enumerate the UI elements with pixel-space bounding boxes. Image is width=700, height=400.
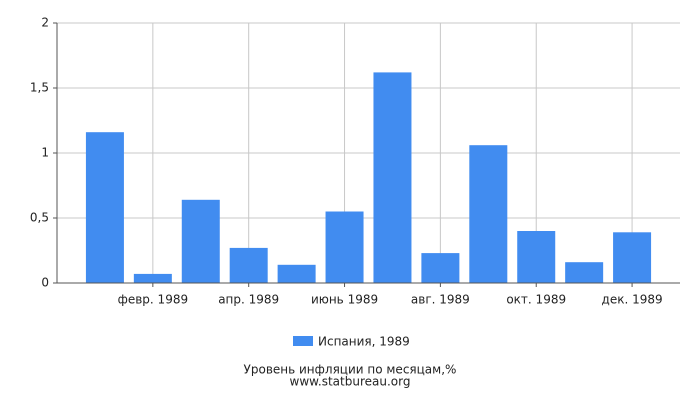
bar (421, 253, 460, 283)
bar (133, 273, 172, 283)
bar (181, 199, 220, 283)
bar (469, 145, 508, 283)
x-tick-label: дек. 1989 (602, 293, 663, 307)
chart-title: Уровень инфляции по месяцам,% (244, 363, 457, 377)
source: www.statbureau.org (290, 375, 411, 389)
bar (517, 231, 556, 283)
y-tick-label: 2 (41, 16, 49, 30)
bar (277, 264, 316, 283)
legend-label: Испания, 1989 (318, 335, 410, 349)
y-tick-label: 0,5 (30, 211, 49, 225)
y-tick-label: 1,5 (30, 81, 49, 95)
legend-swatch (293, 336, 313, 346)
bar (565, 262, 604, 283)
x-tick-label: апр. 1989 (218, 293, 279, 307)
bar (613, 232, 652, 283)
x-tick-label: июнь 1989 (311, 293, 378, 307)
bar (373, 72, 412, 284)
x-tick-label: февр. 1989 (118, 293, 189, 307)
y-tick-label: 0 (41, 276, 49, 290)
x-tick-label: авг. 1989 (411, 293, 470, 307)
y-tick-label: 1 (41, 146, 49, 160)
x-tick-label: окт. 1989 (506, 293, 566, 307)
bar (325, 211, 364, 283)
bar (229, 247, 268, 283)
bar (85, 132, 124, 283)
